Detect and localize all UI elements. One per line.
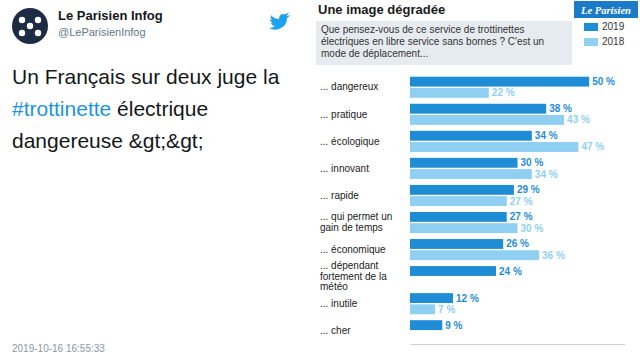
y-axis: ... dangereux ... pratique ... écologique.…: [320, 81, 410, 335]
y-tick-label: ... innovant: [320, 163, 369, 174]
data-label: 50 %: [592, 76, 615, 87]
data-label: 26 %: [506, 238, 529, 249]
y-tick-label: ... cher: [320, 325, 351, 336]
tweet-handle: @LeParisienInfog: [58, 26, 146, 38]
y-tick: ... écologique: [320, 136, 410, 147]
avatar: [12, 8, 48, 44]
bar: [410, 142, 578, 152]
data-label: 30 %: [521, 157, 544, 168]
data-label: 34 %: [535, 130, 558, 141]
data-label: 24 %: [499, 266, 522, 277]
avatar-icon: [27, 23, 33, 29]
bar: [410, 293, 453, 303]
y-tick: ... qui permet ungain de temps: [320, 211, 410, 233]
bar: [410, 169, 532, 179]
bar: [410, 77, 589, 87]
y-tick: ... cher: [320, 325, 410, 336]
bar: [410, 88, 489, 98]
y-tick-label: ... rapide: [320, 190, 359, 201]
bar: [410, 320, 442, 330]
data-label: 22 %: [492, 87, 515, 98]
data-label: 29 %: [517, 184, 540, 195]
bar: [410, 115, 564, 125]
y-tick: ... innovant: [320, 163, 410, 174]
avatar-icon: [35, 17, 41, 23]
x-axis: [411, 344, 626, 345]
data-label: 9 %: [445, 320, 462, 331]
chart: Une image dégradée Le Parisien Que pensez-…: [316, 1, 638, 345]
bar: [410, 212, 507, 222]
y-tick-label: ... pratique: [320, 109, 368, 120]
legend-swatch: [584, 38, 598, 46]
data-label: 47 %: [581, 141, 604, 152]
bar: [410, 304, 435, 314]
bar: [410, 158, 518, 168]
data-label: 34 %: [535, 169, 558, 180]
logo-box: [574, 1, 638, 18]
chart-title: Une image dégradée: [318, 2, 445, 17]
data-label: 7 %: [438, 304, 455, 315]
bars: [410, 77, 589, 330]
data-label: 36 %: [542, 250, 565, 261]
data-label: 38 %: [549, 103, 572, 114]
page: Le Parisien Infog @LeParisienInfog Un Fran…: [0, 0, 640, 360]
legend-label: 2019: [602, 21, 625, 32]
subtitle-box: [316, 21, 572, 65]
bar: [410, 104, 546, 114]
data-label: 27 %: [510, 196, 533, 207]
y-tick-label: ... dangereux: [320, 81, 378, 92]
y-tick-label: ... écologique: [320, 136, 380, 147]
y-tick-label: ... qui permet ungain de temps: [320, 211, 392, 233]
y-tick-label: ... économique: [320, 244, 386, 255]
y-tick: ... inutile: [320, 298, 410, 309]
legend-swatch: [584, 23, 598, 31]
twitter-icon: [269, 12, 290, 30]
y-tick: ... dépendantfortement de lamétéo: [320, 260, 410, 292]
y-tick-label: ... dépendantfortement de lamétéo: [320, 260, 387, 292]
bar: [410, 196, 507, 206]
tweet-text: Un Français sur deux juge la#trottinette…: [12, 65, 280, 152]
tweet-author: Le Parisien Infog: [58, 8, 163, 23]
y-tick: ... économique: [320, 244, 410, 255]
tweet-timestamp: 2019-10-16 16:55:33: [12, 343, 105, 354]
bar: [410, 250, 539, 260]
data-label: 12 %: [456, 293, 479, 304]
y-tick: ... dangereux: [320, 81, 410, 92]
avatar-icon: [19, 30, 25, 36]
y-tick: ... pratique: [320, 109, 410, 120]
tweet: Le Parisien Infog @LeParisienInfog Un Fran…: [12, 8, 290, 354]
bar: [410, 266, 496, 276]
y-tick: ... rapide: [320, 190, 410, 201]
data-label: 27 %: [510, 211, 533, 222]
logo: Le Parisien: [580, 5, 631, 16]
chart-subtitle: Que pensez-vous de ce service de trottin…: [321, 24, 544, 59]
bar: [410, 223, 518, 233]
bar: [410, 131, 532, 141]
avatar-icon: [19, 17, 25, 23]
data-label: 43 %: [567, 114, 590, 125]
x-axis-line: [411, 344, 626, 345]
legend-label: 2018: [602, 36, 625, 47]
y-tick-label: ... inutile: [320, 298, 358, 309]
bar: [410, 239, 503, 249]
data-label: 30 %: [521, 223, 544, 234]
data-labels: 50 %38 %34 %30 %29 %27 %26 %24 %12 %9 %2…: [438, 76, 615, 330]
avatar-icon: [35, 30, 41, 36]
bar: [410, 185, 514, 195]
